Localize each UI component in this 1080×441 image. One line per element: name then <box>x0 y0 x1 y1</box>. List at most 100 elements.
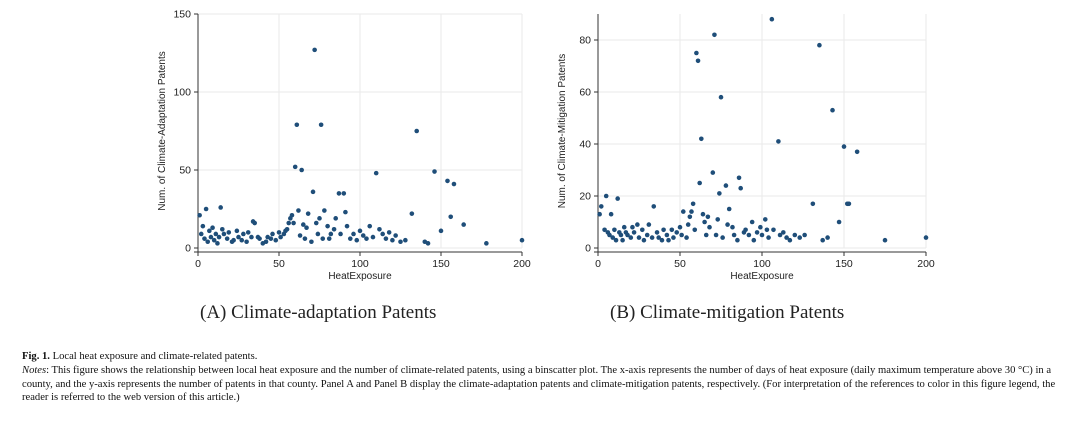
scatter-plot-mitigation: 0 20 40 60 80 0 50 100 150 200 HeatExposure Num. of… <box>557 14 935 282</box>
y-tick-label: 80 <box>579 35 591 47</box>
notes-text: : This figure shows the relationship bet… <box>22 365 1056 404</box>
data-point <box>276 230 282 235</box>
data-point <box>268 236 274 241</box>
data-point <box>445 178 450 184</box>
data-point <box>792 232 798 238</box>
data-point <box>236 234 241 240</box>
data-point <box>602 227 607 233</box>
data-point <box>802 232 807 238</box>
data-point <box>656 235 661 240</box>
data-point <box>224 236 230 241</box>
data-point <box>759 232 765 238</box>
data-point <box>344 223 350 229</box>
data-point <box>854 149 860 155</box>
data-point <box>244 239 249 245</box>
data-point <box>846 201 852 207</box>
data-point <box>692 227 698 233</box>
y-axis-label: Num. of Climate-Adaptation Patents <box>157 51 168 211</box>
data-point <box>425 241 431 246</box>
data-point <box>679 232 684 238</box>
data-point <box>301 222 306 227</box>
data-point <box>317 216 322 221</box>
data-point <box>249 234 254 240</box>
data-point <box>302 236 308 241</box>
data-point <box>370 234 376 240</box>
x-tick-label: 200 <box>513 258 531 270</box>
data-point <box>234 228 240 234</box>
data-point <box>386 230 392 235</box>
data-point <box>296 208 301 213</box>
data-point <box>328 231 334 237</box>
data-point <box>712 32 717 38</box>
data-point <box>608 211 614 217</box>
data-point <box>720 235 725 240</box>
data-point <box>309 239 314 245</box>
data-point <box>695 58 701 64</box>
data-point <box>771 227 776 233</box>
x-tick-label: 50 <box>674 258 686 270</box>
data-point <box>735 237 740 243</box>
y-tick-label: 0 <box>185 243 191 255</box>
data-point <box>403 237 408 243</box>
data-point <box>730 224 735 230</box>
figure-caption: Fig. 1. Local heat exposure and climate-… <box>22 350 1058 405</box>
data-point <box>836 219 842 225</box>
y-tick-label: 0 <box>585 243 591 255</box>
y-tick-label: 50 <box>179 165 191 177</box>
data-point <box>669 227 675 233</box>
data-point <box>710 170 716 175</box>
data-point <box>377 226 382 232</box>
data-point <box>762 217 768 222</box>
y-tick-label: 40 <box>579 139 591 151</box>
data-point <box>841 144 847 149</box>
data-point <box>764 227 770 233</box>
scatter-plot-adaptation: 0 50 100 150 0 50 100 150 200 HeatExposure Num. of… <box>157 9 531 283</box>
data-point <box>208 234 214 240</box>
data-point <box>751 237 757 243</box>
data-point <box>318 122 324 128</box>
data-point <box>769 16 775 22</box>
data-point <box>639 227 645 233</box>
data-point <box>336 191 342 196</box>
data-point <box>270 231 275 237</box>
data-point <box>312 47 317 53</box>
data-point <box>304 225 309 231</box>
data-point <box>680 209 686 214</box>
data-point <box>725 222 730 227</box>
data-point <box>373 170 379 176</box>
panel-b-chart: 0 20 40 60 80 0 50 100 150 200 HeatExposure Num. of… <box>550 0 940 290</box>
data-point <box>776 139 781 144</box>
x-tick-label: 150 <box>835 258 853 270</box>
data-point <box>221 231 227 237</box>
data-point <box>325 223 330 229</box>
data-point <box>677 224 683 230</box>
data-point <box>239 237 245 243</box>
data-point <box>333 216 338 221</box>
panel-b-caption: (B) Climate-mitigation Patents <box>610 302 845 323</box>
data-point <box>216 234 222 240</box>
data-point <box>699 136 704 142</box>
data-point <box>630 224 635 230</box>
data-point <box>200 223 206 229</box>
data-point <box>320 236 326 241</box>
data-point <box>338 231 343 237</box>
data-point <box>211 237 217 243</box>
data-point <box>289 212 295 218</box>
figure-notes: Notes: This figure shows the relationshi… <box>22 364 1058 404</box>
data-point <box>364 236 369 241</box>
data-point <box>213 231 219 237</box>
data-point <box>607 232 612 238</box>
data-point <box>597 211 602 217</box>
data-point <box>718 94 724 100</box>
data-point <box>666 237 671 243</box>
data-point <box>245 230 251 235</box>
data-point <box>210 225 215 231</box>
data-point <box>257 236 262 241</box>
data-point <box>278 234 283 240</box>
data-point <box>736 175 742 181</box>
x-tick-label: 100 <box>753 258 771 270</box>
data-point <box>684 235 689 240</box>
data-point <box>322 208 327 213</box>
data-point <box>628 235 634 240</box>
data-point <box>218 205 223 210</box>
